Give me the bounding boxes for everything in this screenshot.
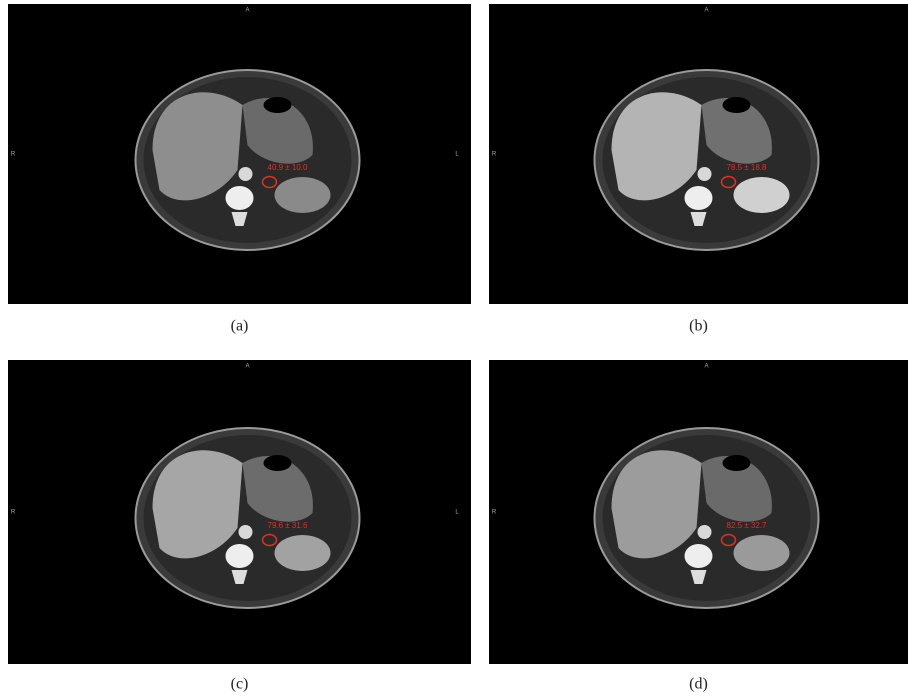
panel-label: (d) (689, 676, 708, 693)
aorta (698, 167, 712, 181)
gas (264, 455, 292, 471)
spleen (734, 177, 790, 213)
aorta (239, 525, 253, 539)
page: {"panels": [ {"label": "(a)", "orientati… (0, 0, 908, 698)
orientation-top: A (704, 8, 708, 14)
vertebra (226, 186, 254, 210)
gas (264, 97, 292, 113)
orientation-left: R (11, 152, 16, 158)
vertebra (685, 186, 713, 210)
vertebra (685, 544, 713, 568)
panel-label: (a) (231, 318, 249, 335)
spleen (734, 535, 790, 571)
ct-panel: 78.5 ± 18.8 A R (489, 4, 908, 304)
panel-label: (b) (689, 318, 708, 335)
gas (723, 455, 751, 471)
measurement: 79.6 ± 31.6 (268, 521, 309, 530)
orientation-left: R (492, 510, 497, 516)
figure: 40.9 ± 10.0ARL(a)78.5 ± 18.8AR(b)79.6 ± … (0, 0, 908, 698)
measurement: 82.5 ± 32.7 (727, 521, 768, 530)
orientation-top: A (245, 8, 249, 14)
orientation-left: R (11, 510, 16, 516)
gas (723, 97, 751, 113)
measurement: 40.9 ± 10.0 (268, 163, 309, 172)
orientation-left: R (492, 152, 497, 158)
aorta (239, 167, 253, 181)
vertebra (226, 544, 254, 568)
spleen (275, 177, 331, 213)
orientation-top: A (704, 364, 708, 370)
orientation-top: A (245, 364, 249, 370)
spleen (275, 535, 331, 571)
panel-label: (c) (231, 676, 249, 693)
aorta (698, 525, 712, 539)
measurement: 78.5 ± 18.8 (727, 163, 768, 172)
ct-panel: 82.5 ± 32.7 A R (489, 360, 908, 664)
